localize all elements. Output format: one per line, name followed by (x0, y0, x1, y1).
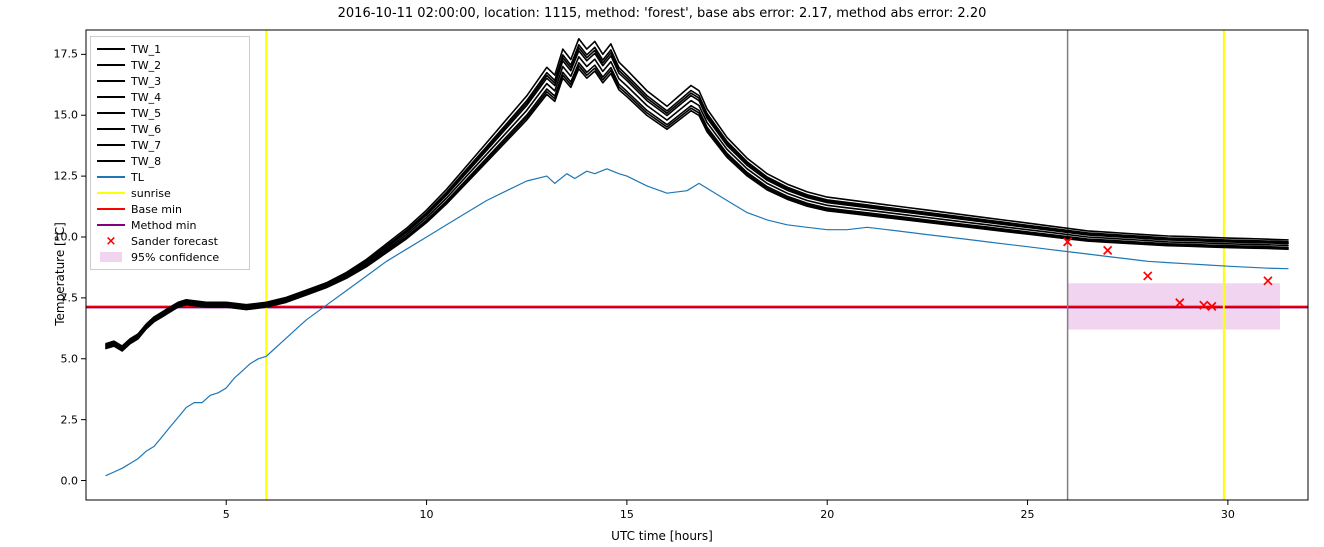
legend-item: TW_2 (97, 57, 243, 73)
legend-swatch (97, 192, 125, 194)
x-tick-label: 5 (206, 508, 246, 521)
y-tick-label: 17.5 (38, 48, 78, 61)
legend-label: TW_1 (131, 43, 161, 56)
legend-swatch: × (97, 235, 125, 248)
legend-item: × Sander forecast (97, 233, 243, 249)
legend-label: Base min (131, 203, 182, 216)
legend-item: TW_3 (97, 73, 243, 89)
legend: TW_1 TW_2 TW_3 TW_4 TW_5 TW_6 TW_7 TW_8 TL sunris… (90, 36, 250, 270)
legend-item: TW_6 (97, 121, 243, 137)
legend-swatch (97, 64, 125, 66)
legend-swatch (97, 48, 125, 50)
x-tick-label: 15 (607, 508, 647, 521)
legend-label: TW_6 (131, 123, 161, 136)
legend-label: TW_5 (131, 107, 161, 120)
y-tick-label: 12.5 (38, 170, 78, 183)
legend-item: TW_5 (97, 105, 243, 121)
legend-label: 95% confidence (131, 251, 219, 264)
legend-item: TW_7 (97, 137, 243, 153)
legend-swatch (97, 112, 125, 114)
legend-label: TW_7 (131, 139, 161, 152)
legend-swatch (97, 252, 125, 262)
legend-label: TW_8 (131, 155, 161, 168)
legend-swatch (97, 96, 125, 98)
x-tick-label: 20 (807, 508, 847, 521)
legend-swatch (97, 128, 125, 130)
y-tick-label: 0.0 (38, 474, 78, 487)
legend-swatch (97, 176, 125, 178)
legend-item: Method min (97, 217, 243, 233)
legend-swatch (97, 80, 125, 82)
legend-label: TW_2 (131, 59, 161, 72)
legend-swatch (97, 208, 125, 210)
legend-label: Sander forecast (131, 235, 218, 248)
legend-item: 95% confidence (97, 249, 243, 265)
legend-label: TW_4 (131, 91, 161, 104)
legend-swatch (97, 224, 125, 226)
y-tick-label: 7.5 (38, 291, 78, 304)
legend-item: TW_4 (97, 89, 243, 105)
legend-swatch (97, 160, 125, 162)
legend-label: Method min (131, 219, 197, 232)
x-tick-label: 30 (1208, 508, 1248, 521)
x-tick-label: 25 (1008, 508, 1048, 521)
legend-swatch (97, 144, 125, 146)
y-tick-label: 5.0 (38, 352, 78, 365)
y-tick-label: 10.0 (38, 230, 78, 243)
y-tick-label: 15.0 (38, 109, 78, 122)
x-tick-label: 10 (407, 508, 447, 521)
chart-title: 2016-10-11 02:00:00, location: 1115, met… (0, 6, 1324, 21)
figure: 2016-10-11 02:00:00, location: 1115, met… (0, 0, 1324, 547)
legend-item: TL (97, 169, 243, 185)
legend-label: TL (131, 171, 144, 184)
legend-item: Base min (97, 201, 243, 217)
y-tick-label: 2.5 (38, 413, 78, 426)
legend-item: sunrise (97, 185, 243, 201)
legend-label: TW_3 (131, 75, 161, 88)
legend-item: TW_1 (97, 41, 243, 57)
legend-label: sunrise (131, 187, 171, 200)
x-axis-label: UTC time [hours] (0, 529, 1324, 543)
legend-item: TW_8 (97, 153, 243, 169)
